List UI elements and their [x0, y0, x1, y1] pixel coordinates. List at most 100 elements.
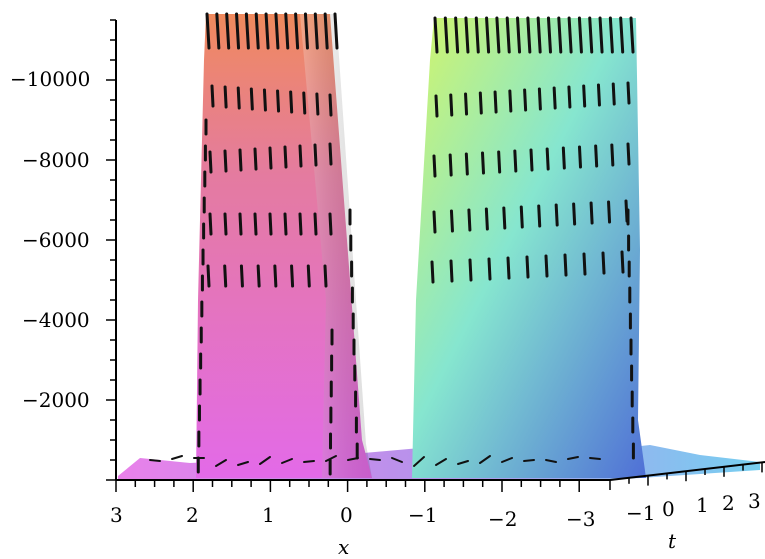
mesh-dash: [610, 143, 615, 167]
mesh-dash: [506, 256, 511, 280]
mesh-dash: [254, 12, 260, 50]
mesh-dash: [497, 150, 502, 174]
z-tick-label: −6000: [22, 228, 90, 252]
mesh-lines: [149, 12, 635, 476]
mesh-dash: [619, 16, 625, 54]
mesh-dash: [223, 212, 228, 236]
mesh-dash: [594, 144, 599, 168]
mesh-dash: [611, 82, 616, 106]
mesh-dash: [283, 145, 288, 169]
peak-1-shade: [300, 14, 372, 478]
mesh-dash: [268, 146, 273, 170]
mesh-dash: [501, 457, 513, 463]
mesh-dash: [626, 81, 631, 105]
mesh-dash: [478, 91, 483, 115]
mesh-dash: [537, 204, 542, 228]
mesh-dash: [508, 89, 513, 113]
mesh-dash: [413, 456, 425, 467]
mesh-dash: [274, 12, 280, 50]
mesh-dash: [303, 460, 315, 463]
mesh-dash: [629, 16, 635, 54]
mesh-dash: [238, 148, 243, 172]
mesh-dash: [485, 16, 491, 54]
mesh-dash: [238, 212, 243, 236]
mesh-dash: [171, 455, 183, 460]
t-tick-label: −1: [626, 501, 655, 525]
mesh-dash: [561, 146, 566, 170]
mesh-dash: [578, 145, 582, 169]
x-tick-label: 1: [262, 503, 275, 527]
mesh-dash: [493, 90, 498, 114]
mesh-dash: [464, 152, 469, 176]
mesh-dash: [526, 16, 532, 54]
t-axis-title: t: [668, 529, 677, 553]
mesh-dash: [325, 455, 337, 462]
mesh-dash: [582, 252, 587, 276]
peak-2-surface: [412, 18, 646, 478]
mesh-dash: [259, 456, 271, 465]
t-tick-label: 3: [748, 489, 761, 513]
z-tick-label: −2000: [22, 388, 90, 412]
mesh-dash: [208, 212, 213, 236]
mesh-dash: [626, 142, 631, 166]
mesh-dash: [306, 264, 311, 288]
mesh-dash: [303, 12, 309, 50]
mesh-dash: [223, 85, 228, 109]
mesh-dash: [239, 264, 244, 288]
t-tick-label: 0: [662, 497, 675, 521]
mesh-dash: [223, 264, 228, 288]
mesh-dash: [433, 16, 439, 54]
mesh-dash: [457, 460, 469, 465]
mesh-dash: [481, 151, 485, 175]
mesh-dash: [323, 12, 329, 50]
t-tick-label: 1: [696, 493, 709, 517]
mesh-dash: [582, 84, 587, 108]
mesh-dash: [283, 212, 288, 236]
x-tick-label: 2: [186, 503, 199, 527]
mesh-dash: [236, 86, 241, 110]
mesh-dash: [513, 149, 518, 173]
mesh-dash: [149, 459, 161, 462]
mesh-dash: [567, 456, 579, 460]
mesh-dash: [537, 87, 542, 111]
mesh-dash: [256, 264, 261, 288]
mesh-dash: [596, 83, 601, 107]
x-tick-label: 3: [110, 503, 123, 527]
mesh-dash: [313, 143, 318, 167]
x-tick-label: 0: [340, 503, 353, 527]
mesh-dash: [464, 92, 469, 116]
mesh-dash: [545, 459, 557, 463]
mesh-dash: [567, 85, 572, 109]
mesh-dash: [449, 209, 454, 233]
mesh-dash: [262, 88, 267, 112]
mesh-dash: [554, 203, 559, 227]
mesh-dash: [391, 457, 403, 463]
mesh-dash: [237, 461, 249, 466]
mesh-dash: [519, 205, 524, 229]
mesh-dash: [557, 16, 563, 54]
mesh-dash: [567, 16, 573, 54]
mesh-dash: [323, 264, 328, 288]
mesh-dash: [253, 147, 258, 171]
mesh-dash: [328, 212, 333, 236]
mesh-dash: [525, 255, 530, 279]
mesh-dash: [347, 457, 359, 461]
mesh-dash: [284, 12, 290, 50]
mesh-dash: [432, 154, 437, 178]
mesh-dash: [289, 90, 294, 114]
mesh-dash: [294, 12, 300, 50]
mesh-dash: [487, 257, 492, 281]
mesh-dash: [502, 206, 507, 230]
mesh-dash: [435, 458, 447, 466]
mesh-dash: [516, 16, 522, 54]
mesh-dash: [298, 144, 303, 168]
mesh-dash: [474, 16, 480, 54]
mesh-dash: [315, 92, 320, 116]
mesh-dash: [589, 457, 601, 460]
mesh-dash: [205, 12, 211, 50]
mesh-dash: [449, 259, 454, 283]
mesh-dash: [328, 93, 333, 117]
mesh-dash: [208, 150, 213, 174]
mesh-dash: [505, 16, 511, 54]
